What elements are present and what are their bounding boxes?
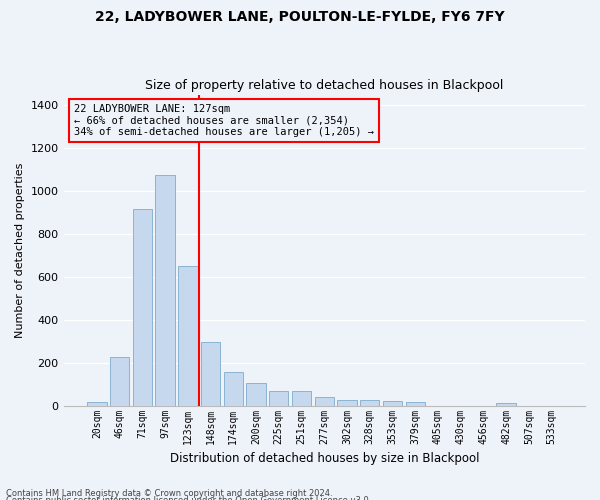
Bar <box>383 402 402 406</box>
Bar <box>247 383 266 406</box>
Title: Size of property relative to detached houses in Blackpool: Size of property relative to detached ho… <box>145 79 503 92</box>
Bar <box>133 210 152 406</box>
Bar <box>224 372 243 406</box>
Bar <box>337 400 356 406</box>
X-axis label: Distribution of detached houses by size in Blackpool: Distribution of detached houses by size … <box>170 452 479 465</box>
Bar <box>406 402 425 406</box>
Bar <box>292 390 311 406</box>
Text: 22, LADYBOWER LANE, POULTON-LE-FYLDE, FY6 7FY: 22, LADYBOWER LANE, POULTON-LE-FYLDE, FY… <box>95 10 505 24</box>
Bar <box>314 398 334 406</box>
Bar <box>496 403 516 406</box>
Text: 22 LADYBOWER LANE: 127sqm
← 66% of detached houses are smaller (2,354)
34% of se: 22 LADYBOWER LANE: 127sqm ← 66% of detac… <box>74 104 374 137</box>
Text: Contains public sector information licensed under the Open Government Licence v3: Contains public sector information licen… <box>6 496 371 500</box>
Bar <box>360 400 379 406</box>
Bar <box>155 175 175 406</box>
Text: Contains HM Land Registry data © Crown copyright and database right 2024.: Contains HM Land Registry data © Crown c… <box>6 488 332 498</box>
Bar <box>87 402 107 406</box>
Bar <box>269 390 289 406</box>
Y-axis label: Number of detached properties: Number of detached properties <box>15 162 25 338</box>
Bar <box>201 342 220 406</box>
Bar <box>178 266 197 406</box>
Bar <box>110 358 130 406</box>
